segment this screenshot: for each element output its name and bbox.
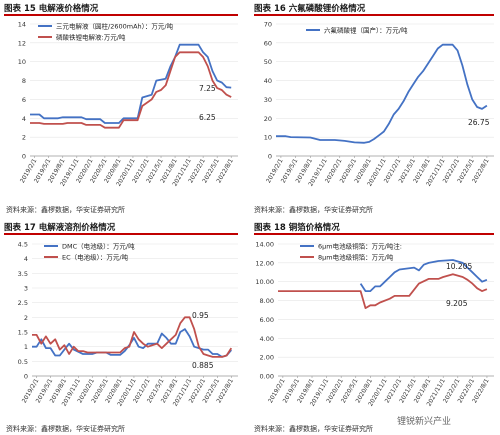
legend-label-2: 磷酸铁锂电解液:万元/吨: [56, 33, 126, 42]
y-tick-label: 70: [264, 21, 272, 29]
y-tick-label: 3.5: [18, 270, 28, 278]
y-tick-label: 20: [264, 115, 272, 123]
y-tick-label: 4.00: [260, 335, 274, 343]
legend-label-2: EC（电池级）：万元/吨: [62, 253, 129, 262]
chart-18-caption: 图表 18 铜箔价格情况: [254, 223, 340, 233]
y-tick-label: 0: [24, 373, 28, 381]
y-tick-label: 1.5: [18, 329, 28, 337]
end-value-label: 10.205: [446, 262, 472, 271]
y-tick-label: 4: [24, 255, 28, 263]
y-tick-label: 6: [22, 96, 26, 104]
legend-label-2: 8μm电池级铜箔：万元/吨: [318, 253, 394, 262]
y-tick-label: 0.00: [260, 373, 274, 381]
legend-label-1: 六氟磷酸锂（国产）：万元/吨: [324, 26, 408, 35]
end-value-label: 9.205: [446, 299, 468, 308]
chart-18-source: 资料来源：鑫椤数据，华安证券研究所: [254, 425, 373, 433]
y-tick-label: 2: [22, 134, 26, 142]
series-line-1: [32, 328, 232, 358]
chart-15-caption: 图表 15 电解液价格情况: [4, 4, 99, 14]
y-tick-label: 14: [18, 21, 26, 29]
y-tick-label: 4: [22, 115, 26, 123]
chart-15: 024681012142019/2/12019/5/12019/8/12019/…: [18, 21, 238, 188]
y-tick-label: 50: [264, 58, 272, 66]
y-tick-label: 14.00: [255, 241, 274, 249]
y-tick-label: 0: [22, 153, 26, 161]
y-tick-label: 2.00: [260, 354, 274, 362]
chart-18: 0.002.004.006.008.0010.0012.0014.002019/…: [255, 241, 494, 408]
series-line-2: [32, 316, 233, 358]
legend-label-1: DMC（电池级）：万元/吨: [62, 242, 135, 251]
y-tick-label: 60: [264, 39, 272, 47]
watermark-text: 锂锐新兴产业: [397, 417, 452, 427]
series-line-1: [30, 43, 232, 124]
y-tick-label: 10: [264, 134, 272, 142]
y-tick-label: 10: [18, 58, 26, 66]
y-tick-label: 2: [24, 314, 28, 322]
chart-16-caption: 图表 16 六氟磷酸锂价格情况: [254, 4, 366, 14]
legend-label-1: 6μm电池级铜箔：万元/吨注:: [318, 242, 402, 251]
caption-rule-16: [254, 14, 494, 16]
chart-17-source: 资料来源：鑫椤数据，华安证券研究所: [6, 425, 125, 433]
caption-rule-18: [254, 233, 494, 235]
y-tick-label: 6.00: [260, 316, 274, 324]
chart-16: 0102030405060702019/2/12019/5/12019/8/12…: [264, 21, 494, 188]
chart-15-source: 资料来源：鑫椤数据，华安证券研究所: [6, 206, 125, 214]
end-value-label: 0.95: [192, 311, 209, 320]
end-value-label: 0.885: [192, 361, 214, 370]
y-tick-label: 0: [268, 153, 272, 161]
series-line-1: [276, 43, 488, 144]
series-line-2: [278, 273, 488, 309]
y-tick-label: 3: [24, 285, 28, 293]
series-line-1: [359, 259, 488, 292]
y-tick-label: 10.00: [255, 278, 274, 286]
y-tick-label: 12: [18, 39, 26, 47]
chart-17: 00.511.522.533.544.52019/2/12019/5/12019…: [18, 241, 238, 408]
chart-17-caption: 图表 17 电解液溶剂价格情况: [4, 223, 116, 233]
series-line-2: [30, 51, 232, 129]
y-tick-label: 8: [22, 77, 26, 85]
caption-rule-15: [4, 14, 238, 16]
y-tick-label: 30: [264, 96, 272, 104]
y-tick-label: 8.00: [260, 297, 274, 305]
end-value-label: 26.75: [468, 118, 490, 127]
y-tick-label: 1: [24, 343, 28, 351]
end-value-label: 6.25: [199, 113, 216, 122]
legend-label-1: 三元电解液（圆柱/2600mAh）：万元/吨: [56, 22, 174, 31]
caption-rule-17: [4, 233, 238, 235]
chart-16-source: 资料来源：鑫椤数据，华安证券研究所: [254, 206, 373, 214]
y-tick-label: 4.5: [18, 241, 28, 249]
y-tick-label: 40: [264, 77, 272, 85]
end-value-label: 7.25: [199, 84, 216, 93]
y-tick-label: 2.5: [18, 299, 28, 307]
y-tick-label: 12.00: [255, 259, 274, 267]
y-tick-label: 0.5: [18, 358, 28, 366]
